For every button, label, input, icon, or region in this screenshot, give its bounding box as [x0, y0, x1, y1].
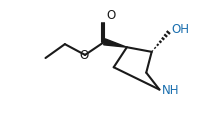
Text: NH: NH — [162, 84, 179, 97]
Text: O: O — [106, 9, 115, 22]
Text: OH: OH — [172, 23, 190, 36]
Polygon shape — [104, 39, 127, 47]
Text: O: O — [80, 49, 89, 62]
